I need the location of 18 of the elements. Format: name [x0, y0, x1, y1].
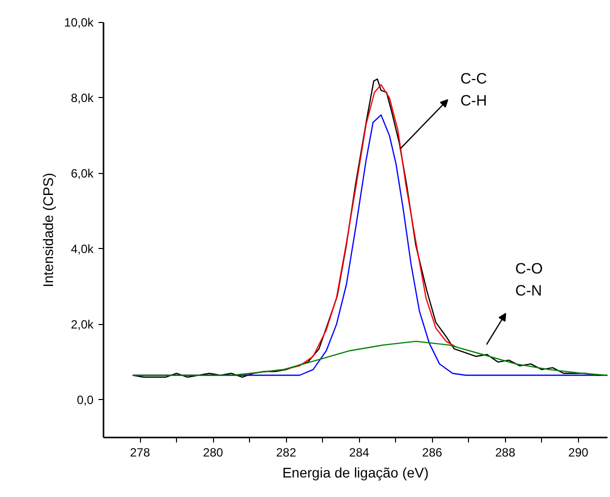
x-tick-label: 282 [276, 446, 296, 460]
line-series [132, 340, 608, 376]
x-tick-label: 290 [568, 446, 589, 460]
x-tick-label: 284 [349, 446, 370, 460]
x-tick-label: 280 [203, 446, 224, 460]
annotation: C-O C-N [515, 260, 543, 300]
y-tick-label: 2,0k [70, 317, 94, 332]
y-tick-label: 8,0k [70, 90, 94, 105]
y-tick-label: 6,0k [70, 166, 94, 180]
y-axis-title: Intensidade (CPS) [40, 172, 56, 288]
y-tick-label: 4,0k [70, 242, 94, 256]
x-tick-label: 288 [495, 446, 516, 460]
annotation: C-C C-H [460, 70, 488, 110]
y-tick-label: 10,0k [64, 16, 94, 30]
x-axis-title: Energia de ligação (eV) [282, 464, 429, 480]
x-tick-label: 286 [422, 446, 443, 460]
x-tick-label: 278 [130, 446, 150, 460]
y-tick-label: 0,0 [76, 392, 94, 407]
